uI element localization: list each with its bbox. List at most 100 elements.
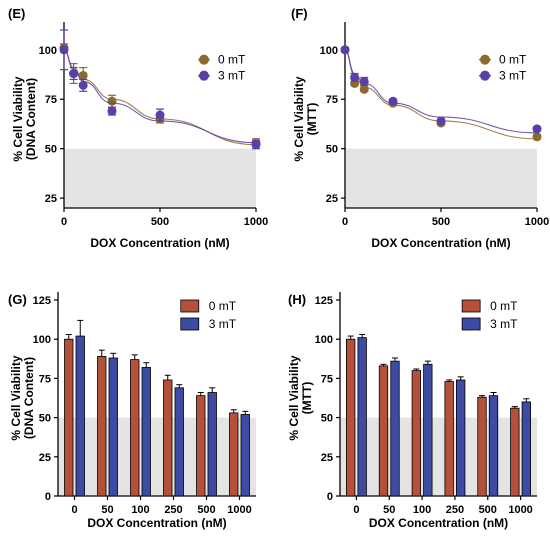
bar-0mt: [196, 395, 206, 497]
y-axis-title-line: % Cell Viability: [11, 76, 25, 161]
data-point: [107, 106, 117, 116]
bar-3mt: [174, 387, 184, 497]
bar-0mt: [97, 356, 107, 497]
bar-3mt: [521, 401, 531, 497]
bar-3mt: [488, 395, 499, 497]
threshold-shade: [64, 148, 256, 208]
bar-0mt: [346, 338, 356, 497]
data-point: [532, 132, 542, 142]
data-point: [359, 76, 369, 86]
panel-letter: (E): [8, 6, 25, 21]
y-tick-label: 50: [321, 413, 333, 425]
legend-marker: [199, 54, 209, 65]
bar-3mt: [240, 414, 250, 497]
x-axis-title: DOX Concentration (nM): [371, 236, 510, 250]
y-tick-label: 75: [39, 373, 51, 385]
legend-swatch: [461, 299, 481, 313]
legend-marker: [480, 70, 490, 81]
data-point: [78, 70, 88, 80]
panel-h: (H) 0 25 50 75 100 125 % Cell Viability (MTT) DOX…: [287, 292, 537, 530]
legend-label: 3 mT: [499, 69, 527, 83]
x-tick-label: 1000: [508, 504, 532, 516]
legend-swatch: [461, 317, 481, 331]
y-tick-label: 50: [45, 144, 57, 156]
x-tick-label: 1000: [244, 216, 268, 228]
data-point: [78, 80, 88, 90]
x-tick-label: 50: [383, 504, 395, 516]
y-tick-label: 0: [327, 491, 333, 503]
legend-swatch: [180, 317, 200, 331]
bar-3mt: [390, 360, 400, 497]
bar-0mt: [411, 370, 421, 497]
threshold-shade: [345, 148, 537, 208]
y-tick-label: 75: [321, 373, 333, 385]
panel-letter: (G): [8, 292, 27, 307]
y-tick-label: 100: [315, 334, 333, 346]
y-axis-title-line: (DNA Content): [22, 357, 36, 439]
legend-label: 0 mT: [218, 53, 246, 67]
y-tick-label: 25: [45, 193, 57, 205]
data-point: [107, 96, 117, 106]
panel-letter: (H): [288, 292, 306, 307]
panel-letter: (F): [291, 6, 308, 21]
legend-label: 3 mT: [490, 317, 518, 331]
legend-label: 0 mT: [499, 53, 527, 67]
x-tick-label: 100: [131, 504, 149, 516]
y-tick-label: 25: [39, 452, 51, 464]
bar-0mt: [130, 359, 140, 497]
data-point: [388, 96, 398, 106]
y-tick-label: 100: [320, 45, 338, 57]
data-point: [155, 110, 165, 120]
bar-3mt: [75, 335, 85, 497]
x-tick-label: 1000: [227, 504, 251, 516]
data-point: [59, 45, 69, 55]
x-tick-label: 500: [432, 216, 450, 228]
bar-0mt: [510, 407, 520, 497]
y-tick-label: 125: [33, 295, 51, 307]
x-tick-label: 50: [101, 504, 113, 516]
bar-0mt: [378, 365, 389, 497]
legend-marker: [199, 70, 209, 81]
legend-label: 0 mT: [490, 299, 518, 313]
data-point: [359, 84, 369, 94]
x-tick-label: 500: [479, 504, 497, 516]
x-tick-label: 500: [197, 504, 215, 516]
y-axis-title-line: (MTT): [300, 382, 314, 415]
bar-3mt: [207, 392, 217, 497]
x-axis-title: DOX Concentration (nM): [369, 516, 508, 530]
y-tick-label: 25: [321, 452, 333, 464]
data-point: [436, 116, 446, 126]
legend-label: 3 mT: [218, 69, 246, 83]
bar-0mt: [229, 412, 239, 497]
legend-swatch: [180, 299, 200, 313]
y-tick-label: 0: [45, 491, 51, 503]
legend-label: 0 mT: [209, 299, 237, 313]
y-tick-label: 50: [326, 144, 338, 156]
y-tick-label: 125: [315, 295, 333, 307]
y-axis-title: % Cell Viability (DNA Content): [9, 355, 36, 440]
bar-0mt: [64, 338, 74, 497]
x-tick-label: 250: [446, 504, 464, 516]
x-tick-label: 1000: [525, 216, 549, 228]
x-tick-label: 250: [164, 504, 182, 516]
x-tick-label: 0: [61, 216, 67, 228]
y-axis-title-line: % Cell Viability: [292, 76, 306, 161]
x-axis-title: DOX Concentration (nM): [87, 516, 226, 530]
threshold-shade: [340, 417, 537, 496]
panel-g: (G) 0 25 50 75 100 125 % Cell Viability (DNA Con…: [8, 292, 256, 530]
x-tick-label: 500: [151, 216, 169, 228]
bar-0mt: [163, 379, 173, 497]
y-axis-title: % Cell Viability (DNA Content): [11, 76, 38, 161]
y-axis-title-line: (DNA Content): [24, 78, 38, 160]
y-axis-title-line: % Cell Viability: [9, 355, 23, 440]
y-tick-label: 100: [33, 334, 51, 346]
bar-3mt: [423, 363, 433, 497]
legend-label: 3 mT: [209, 317, 237, 331]
y-axis-title: % Cell Viability (MTT): [287, 355, 314, 440]
y-tick-label: 100: [39, 45, 57, 57]
bar-3mt: [456, 379, 466, 497]
threshold-shade: [58, 417, 256, 496]
bar-0mt: [444, 381, 454, 497]
x-tick-label: 0: [71, 504, 77, 516]
